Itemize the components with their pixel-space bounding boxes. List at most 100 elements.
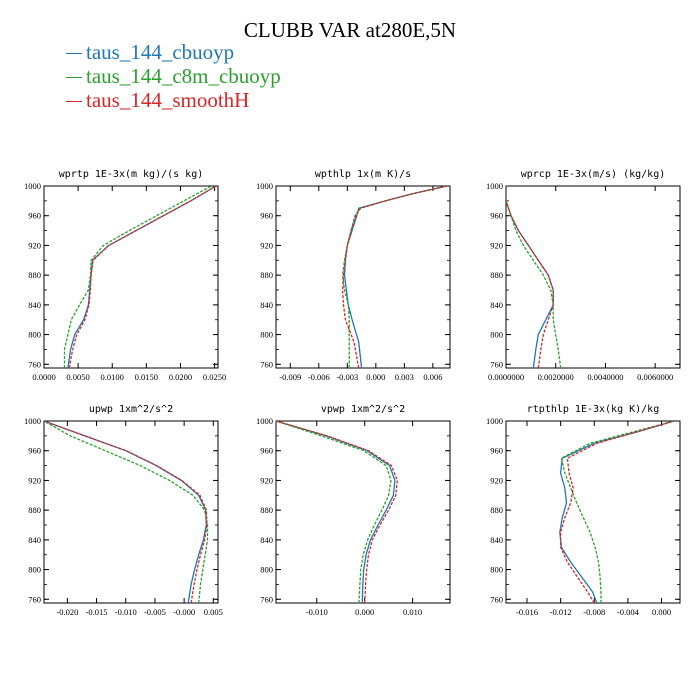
series-line: [276, 421, 398, 603]
y-tick-label: 760: [28, 359, 41, 369]
y-tick-label: 960: [490, 446, 503, 456]
y-tick-label: 960: [28, 211, 41, 221]
y-tick-label: 840: [28, 300, 41, 310]
y-tick-label: 840: [260, 300, 273, 310]
x-tick-label: -0.005: [144, 607, 166, 617]
x-tick-label: -0.004: [617, 607, 640, 617]
x-tick-label: 0.0050: [66, 372, 89, 382]
y-tick-label: 1000: [486, 181, 503, 191]
x-tick-label: -0.010: [115, 607, 137, 617]
x-tick-label: 0.003: [395, 372, 414, 382]
y-tick-label: 840: [28, 535, 41, 545]
plot-frame: [275, 185, 451, 369]
chart-panel: upwp 1xm^2/s^2 760 800 840 880 920 960 1000 -0.0…: [24, 404, 223, 617]
plot-frame: [505, 185, 681, 369]
y-tick-label: 960: [28, 446, 41, 456]
x-tick-label: 0.0150: [135, 372, 158, 382]
series-line: [276, 421, 396, 603]
plot-frame: [275, 420, 451, 604]
plot-frame: [505, 420, 681, 604]
y-tick-label: 800: [490, 565, 503, 575]
x-tick-label: 0.006: [423, 372, 442, 382]
chart-title: wprtp 1E-3x(m kg)/(s kg): [59, 169, 204, 180]
series-line: [506, 186, 554, 368]
x-tick-label: -0.015: [86, 607, 108, 617]
y-tick-label: 1000: [256, 416, 273, 426]
y-tick-label: 920: [28, 240, 41, 250]
y-tick-label: 880: [260, 505, 273, 515]
x-tick-label: -0.009: [279, 372, 301, 382]
series-line: [506, 186, 554, 368]
y-tick-label: 760: [28, 594, 41, 604]
x-tick-label: -0.010: [306, 607, 328, 617]
y-tick-label: 760: [260, 359, 273, 369]
x-tick-label: 0.005: [204, 607, 223, 617]
x-tick-label: -0.008: [583, 607, 605, 617]
x-tick-label: -0.000: [173, 607, 195, 617]
y-tick-label: 760: [490, 359, 503, 369]
series-line: [341, 186, 448, 368]
page-title: CLUBB VAR at280E,5N: [243, 18, 457, 42]
x-tick-label: 0.0100: [101, 372, 124, 382]
x-tick-label: -0.006: [308, 372, 330, 382]
legend-label: taus_144_c8m_cbuoyp: [86, 64, 281, 88]
chart-title: wpthlp 1x(m K)/s: [315, 169, 411, 180]
y-tick-label: 920: [260, 240, 273, 250]
series-line: [506, 186, 562, 368]
series-line: [44, 421, 208, 603]
legend-label: taus_144_smoothH: [86, 88, 250, 112]
y-tick-label: 880: [260, 270, 273, 280]
y-tick-label: 800: [260, 565, 273, 575]
series-line: [68, 186, 217, 368]
y-tick-label: 960: [260, 446, 273, 456]
legend-item: taus_144_c8m_cbuoyp: [66, 64, 281, 88]
x-tick-label: -0.012: [550, 607, 572, 617]
chart-title: rtpthlp 1E-3x(kg K)/kg: [527, 404, 659, 415]
y-tick-label: 920: [490, 240, 503, 250]
y-tick-label: 960: [490, 211, 503, 221]
series-line: [560, 421, 675, 603]
series-line: [44, 421, 209, 603]
y-tick-label: 760: [490, 594, 503, 604]
legend: taus_144_cbuoyp taus_144_c8m_cbuoyp taus…: [66, 40, 281, 112]
y-tick-label: 840: [260, 535, 273, 545]
x-tick-label: 0.0020000: [538, 372, 574, 382]
x-tick-label: 0.000: [366, 372, 385, 382]
legend-label: taus_144_cbuoyp: [86, 40, 235, 64]
y-tick-label: 920: [490, 475, 503, 485]
series-line: [343, 186, 448, 368]
chart-panel: rtpthlp 1E-3x(kg K)/kg 760 800 840 880 920 960…: [486, 404, 681, 617]
y-tick-label: 840: [490, 535, 503, 545]
chart-title: vpwp 1xm^2/s^2: [321, 404, 405, 415]
x-tick-label: 0.0000000: [488, 372, 524, 382]
y-tick-label: 920: [28, 475, 41, 485]
y-tick-label: 880: [28, 505, 41, 515]
y-tick-label: 960: [260, 211, 273, 221]
x-tick-label: -0.003: [336, 372, 358, 382]
x-tick-label: 0.010: [403, 607, 422, 617]
chart-title: wprcp 1E-3x(m/s) (kg/kg): [521, 169, 666, 180]
legend-line-icon: [66, 52, 82, 54]
y-tick-label: 880: [28, 270, 41, 280]
x-tick-label: -0.020: [56, 607, 78, 617]
y-tick-label: 840: [490, 300, 503, 310]
x-tick-label: 0.0200: [169, 372, 192, 382]
y-tick-label: 1000: [486, 416, 503, 426]
y-tick-label: 800: [260, 330, 273, 340]
x-tick-label: 0.0040000: [587, 372, 623, 382]
x-tick-label: 0.000: [355, 607, 374, 617]
y-tick-label: 880: [490, 505, 503, 515]
series-line: [44, 421, 207, 603]
y-tick-label: 880: [490, 270, 503, 280]
y-tick-label: 1000: [24, 416, 41, 426]
legend-item: taus_144_smoothH: [66, 88, 281, 112]
y-tick-label: 920: [260, 475, 273, 485]
chart-panel: wpthlp 1x(m K)/s 760 800 840 880 920 960 1000 -0…: [256, 169, 451, 382]
x-tick-label: -0.016: [516, 607, 538, 617]
series-line: [559, 421, 675, 603]
x-tick-label: 0.0000: [32, 372, 55, 382]
legend-line-icon: [66, 76, 82, 78]
y-tick-label: 760: [260, 594, 273, 604]
series-line: [559, 421, 675, 603]
